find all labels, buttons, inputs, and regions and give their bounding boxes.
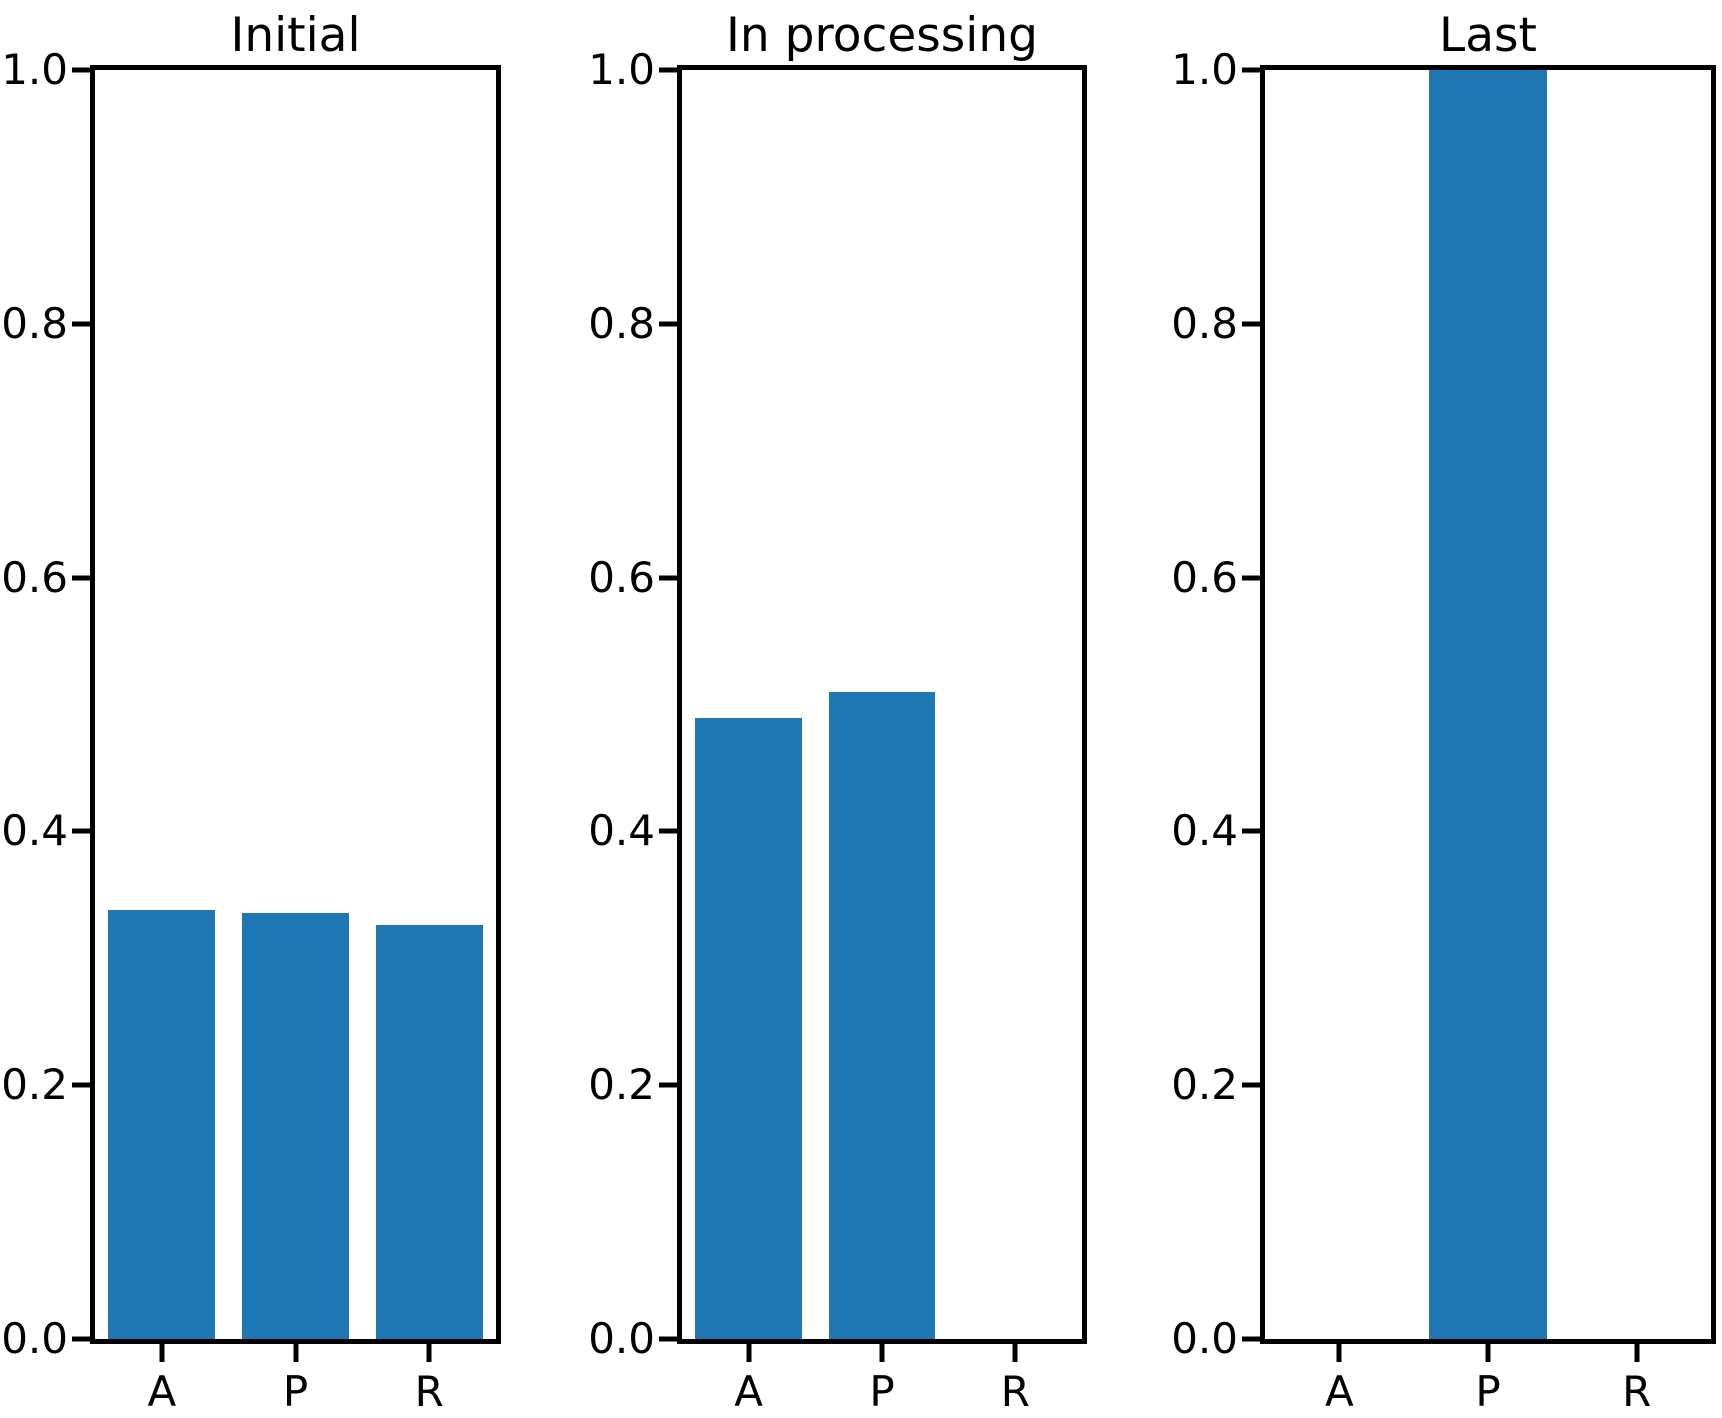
y-tick-mark <box>1242 67 1260 73</box>
x-tick-label: A <box>147 1367 177 1416</box>
subplot-title: In processing <box>726 8 1038 64</box>
y-tick-label: 0.6 <box>1 552 68 602</box>
y-tick-label: 0.0 <box>1171 1314 1238 1363</box>
y-tick-label: 1.0 <box>588 45 655 94</box>
y-tick-mark <box>72 1082 90 1088</box>
y-tick-label: 0.0 <box>588 1314 655 1363</box>
x-tick-mark <box>426 1344 432 1362</box>
y-tick-label: 0.2 <box>1 1060 68 1110</box>
plot-area: Last 0.0 0.2 0.4 0.6 0.8 1.0 A P R <box>1171 10 1716 1413</box>
y-tick-mark <box>72 828 90 834</box>
x-tick-label: R <box>414 1367 444 1416</box>
x-tick-label: R <box>1000 1367 1030 1416</box>
y-tick-label: 0.6 <box>588 552 655 602</box>
y-tick-mark <box>72 321 90 327</box>
y-tick-label: 0.2 <box>1171 1060 1238 1110</box>
y-tick-mark <box>1242 1082 1260 1088</box>
x-tick-mark <box>293 1344 298 1362</box>
x-tick-mark <box>159 1344 165 1362</box>
subplot-in-processing: In processing 0.0 0.2 0.4 0.6 0.8 1.0 A P R <box>574 0 1148 1418</box>
bar-p <box>1428 70 1548 1339</box>
y-tick-mark <box>1242 321 1260 327</box>
y-tick-mark <box>659 321 677 327</box>
x-tick-mark <box>1485 1344 1491 1362</box>
x-tick-label: P <box>869 1367 895 1416</box>
plot-canvas <box>682 70 1082 1339</box>
x-tick-mark <box>1634 1344 1640 1362</box>
y-tick-label: 0.8 <box>588 298 655 348</box>
y-tick-mark <box>1242 828 1260 834</box>
y-tick-label: 1.0 <box>1 45 68 94</box>
y-tick-mark <box>659 1336 677 1342</box>
bar-r <box>375 925 483 1339</box>
y-tick-mark <box>1242 1336 1260 1342</box>
x-tick-mark <box>1336 1344 1342 1362</box>
y-tick-label: 0.0 <box>1 1314 68 1363</box>
subplot-title: Last <box>1439 8 1537 64</box>
y-tick-mark <box>659 828 677 834</box>
y-tick-mark <box>72 1336 90 1342</box>
plot-canvas <box>1265 70 1711 1339</box>
x-tick-mark <box>1012 1344 1018 1362</box>
plot-area: In processing 0.0 0.2 0.4 0.6 0.8 1.0 A P R <box>588 10 1087 1413</box>
y-tick-label: 0.6 <box>1171 552 1238 602</box>
y-tick-mark <box>659 575 677 581</box>
x-tick-label: R <box>1622 1367 1652 1416</box>
y-tick-mark <box>72 67 90 73</box>
x-tick-label: P <box>1475 1367 1501 1416</box>
x-tick-label: A <box>1324 1367 1354 1416</box>
y-tick-mark <box>659 1082 677 1088</box>
bar-p <box>828 691 936 1339</box>
bar-a <box>108 910 216 1339</box>
y-tick-mark <box>72 575 90 581</box>
bar-a <box>695 718 802 1339</box>
y-tick-mark <box>659 67 677 73</box>
y-tick-label: 0.8 <box>1 298 68 348</box>
x-tick-label: P <box>282 1367 309 1416</box>
y-tick-label: 0.4 <box>1171 806 1238 856</box>
plot-area: Initial 0.0 0.2 0.4 0.6 0.8 1.0 A P R <box>1 10 501 1413</box>
subplot-title: Initial <box>230 8 361 64</box>
y-tick-mark <box>1242 575 1260 581</box>
y-tick-label: 0.4 <box>588 806 655 856</box>
x-tick-mark <box>746 1344 752 1362</box>
y-tick-label: 0.2 <box>588 1060 655 1110</box>
x-tick-label: A <box>734 1367 764 1416</box>
y-tick-label: 0.8 <box>1171 298 1238 348</box>
subplot-last: Last 0.0 0.2 0.4 0.6 0.8 1.0 A P R <box>1148 0 1722 1418</box>
subplot-initial: Initial 0.0 0.2 0.4 0.6 0.8 1.0 A P R <box>0 0 574 1418</box>
y-tick-label: 1.0 <box>1171 45 1238 94</box>
x-tick-mark <box>879 1344 885 1362</box>
y-tick-label: 0.4 <box>1 806 68 856</box>
bar-p <box>242 912 349 1339</box>
plot-canvas <box>95 70 496 1339</box>
